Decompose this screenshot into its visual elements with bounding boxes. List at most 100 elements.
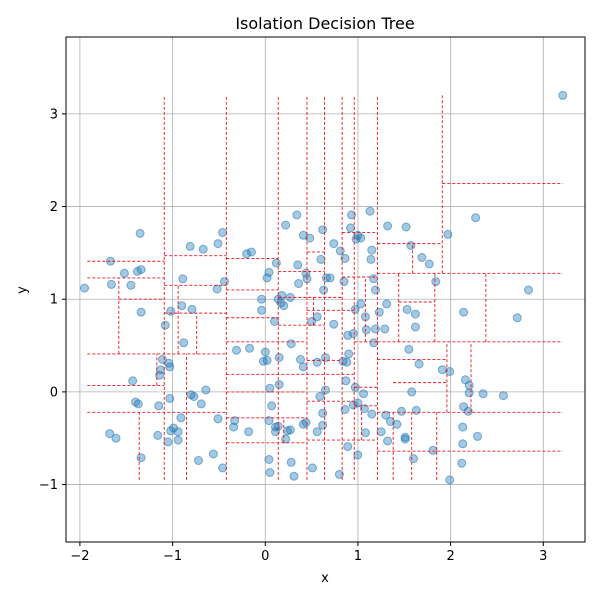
data-point: [186, 390, 196, 400]
data-point: [411, 405, 421, 415]
data-point: [478, 389, 488, 399]
data-point: [359, 404, 369, 414]
data-point: [156, 365, 165, 375]
data-point: [346, 223, 355, 233]
data-point: [136, 453, 146, 463]
data-point: [371, 285, 380, 295]
data-point: [365, 206, 375, 216]
data-point: [308, 463, 317, 473]
data-point: [274, 353, 284, 363]
data-point: [160, 320, 170, 330]
data-point: [289, 471, 299, 481]
data-point: [335, 246, 345, 256]
data-point: [135, 228, 145, 238]
data-point: [265, 383, 275, 393]
data-point: [397, 406, 406, 416]
chart-title: Isolation Decision Tree: [235, 14, 414, 33]
x-tick-label: −1: [163, 549, 182, 564]
data-point: [212, 284, 222, 294]
data-point: [154, 401, 164, 411]
data-point: [298, 362, 308, 372]
data-point: [173, 435, 183, 445]
data-point: [165, 362, 175, 372]
data-point: [473, 431, 482, 441]
data-point: [286, 457, 296, 467]
data-point: [106, 279, 116, 289]
data-point: [267, 401, 277, 411]
data-point: [208, 449, 218, 459]
data-point: [179, 338, 189, 348]
data-point: [371, 324, 380, 334]
grid-layer: [66, 37, 585, 542]
x-tick-label: 3: [539, 549, 547, 564]
data-point: [229, 422, 239, 432]
data-point: [512, 313, 522, 323]
data-point: [312, 357, 322, 367]
data-point: [464, 380, 474, 390]
data-point: [281, 434, 291, 444]
data-point: [312, 312, 322, 322]
data-point: [126, 280, 136, 290]
data-point: [404, 344, 414, 354]
plot-frame: [65, 36, 586, 543]
data-point: [369, 338, 379, 348]
data-point: [471, 213, 481, 223]
data-point: [270, 317, 279, 326]
data-point: [136, 265, 146, 275]
y-tick-label: 2: [50, 200, 58, 215]
data-point: [213, 239, 223, 249]
data-point: [80, 283, 89, 293]
data-point: [245, 343, 254, 353]
data-point: [348, 400, 358, 410]
data-point: [341, 376, 351, 386]
data-point: [305, 233, 315, 243]
data-point: [348, 329, 358, 338]
splits-layer: [87, 95, 563, 480]
data-point: [409, 454, 418, 464]
data-point: [359, 389, 368, 399]
data-point: [445, 367, 455, 376]
data-point: [194, 456, 203, 465]
x-tick-label: 1: [354, 549, 362, 564]
data-point: [321, 385, 330, 395]
data-point: [257, 294, 267, 304]
data-point: [343, 442, 353, 452]
data-point: [163, 437, 173, 447]
data-point: [407, 387, 417, 397]
data-point: [325, 273, 335, 283]
data-point: [279, 301, 289, 311]
data-point: [347, 210, 356, 220]
data-point: [165, 393, 175, 403]
data-point: [360, 428, 370, 438]
data-point: [457, 458, 467, 468]
data-point: [187, 304, 197, 314]
data-point: [382, 299, 392, 309]
data-point: [166, 306, 176, 316]
data-point: [277, 291, 287, 300]
data-point: [294, 279, 304, 288]
data-point: [196, 399, 206, 409]
data-point: [213, 414, 223, 424]
data-point: [198, 244, 208, 254]
x-tick-label: 2: [446, 549, 454, 564]
data-point: [244, 427, 254, 437]
data-point: [105, 429, 115, 439]
data-point: [264, 455, 274, 464]
data-point: [437, 365, 447, 375]
data-point: [265, 468, 275, 477]
data-point: [242, 249, 252, 259]
data-point: [258, 356, 268, 366]
data-point: [260, 347, 270, 357]
data-point: [356, 233, 366, 243]
data-point: [344, 349, 354, 359]
data-point: [353, 450, 363, 460]
data-point: [111, 433, 121, 443]
data-point: [271, 427, 280, 437]
data-point: [318, 420, 328, 430]
data-point: [350, 304, 360, 314]
data-point: [296, 355, 305, 364]
data-point: [119, 268, 129, 278]
data-point: [410, 322, 420, 332]
data-point: [414, 359, 424, 369]
